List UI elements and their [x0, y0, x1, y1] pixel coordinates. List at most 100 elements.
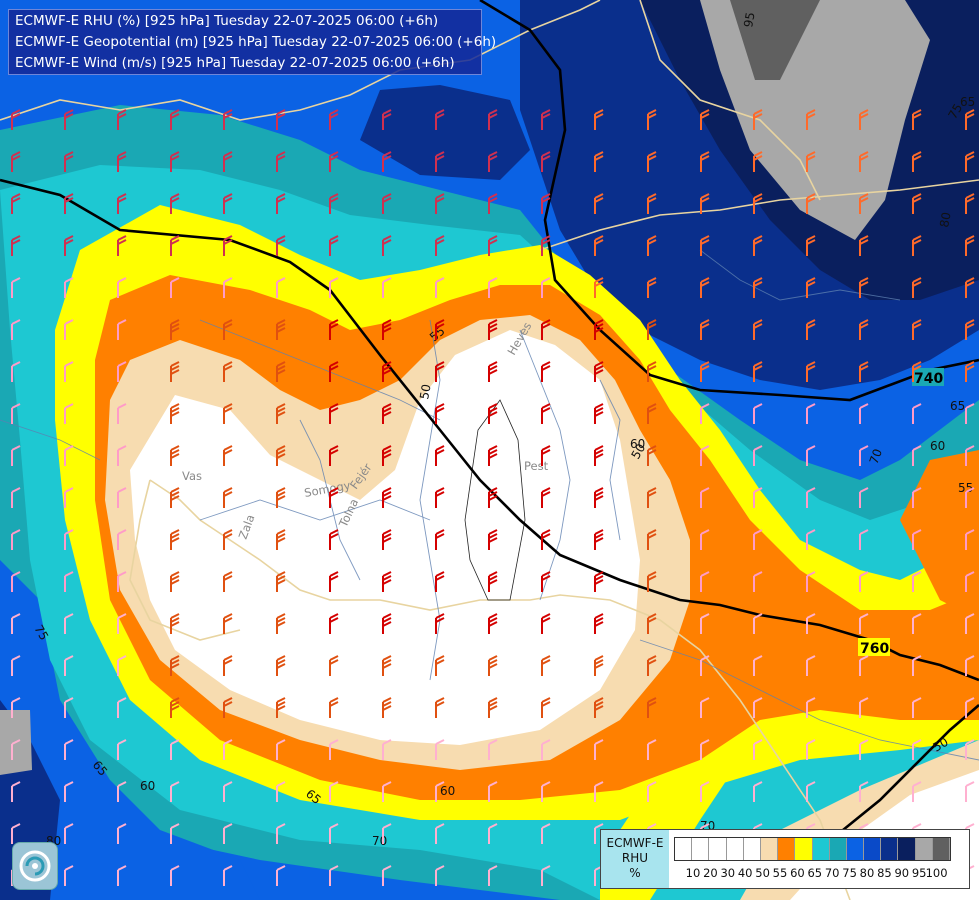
- wind-barb: [859, 361, 869, 382]
- wind-barb: [276, 781, 286, 802]
- wind-barb: [488, 277, 498, 298]
- wind-barb: [700, 487, 710, 508]
- wind-barb: [382, 823, 392, 844]
- wind-barb: [859, 781, 869, 802]
- wind-barb: [435, 865, 445, 886]
- wind-barb: [170, 235, 180, 256]
- legend-tick: 95: [911, 866, 927, 880]
- wind-barb: [117, 109, 127, 130]
- wind-barb: [700, 277, 710, 298]
- wind-barb: [435, 781, 445, 802]
- wind-barb: [223, 109, 233, 130]
- geopotential-label: 740: [914, 371, 943, 387]
- wind-barb: [965, 319, 975, 340]
- wind-barb: [64, 403, 74, 424]
- legend-swatch: [812, 838, 830, 860]
- rhu-contour-label: 65: [950, 399, 965, 413]
- wind-barb: [117, 865, 127, 886]
- wind-barb: [117, 613, 127, 634]
- wind-barb: [382, 109, 392, 130]
- wind-barb: [435, 235, 445, 256]
- wind-barb: [541, 277, 551, 298]
- wind-barb: [64, 823, 74, 844]
- wind-barb: [912, 739, 922, 760]
- legend-swatch: [829, 838, 847, 860]
- legend-model: ECMWF-E: [606, 836, 664, 850]
- wind-barb: [117, 739, 127, 760]
- wind-barb: [700, 151, 710, 172]
- wind-barb: [223, 277, 233, 298]
- legend-tick: 10: [685, 866, 701, 880]
- wind-barb: [965, 613, 975, 634]
- wind-barb: [329, 529, 339, 550]
- wind-barb: [753, 109, 763, 130]
- rhu-contour-label: 60: [440, 784, 455, 798]
- wind-barb: [912, 277, 922, 298]
- wind-barb: [594, 193, 604, 214]
- wind-barb: [700, 403, 710, 424]
- wind-barb: [488, 655, 498, 676]
- wind-barb: [859, 109, 869, 130]
- wind-barb: [647, 361, 657, 382]
- legend-tick: 50: [755, 866, 770, 880]
- wind-barb: [382, 403, 392, 424]
- legend-tick: 75: [842, 866, 857, 880]
- wind-barb: [117, 151, 127, 172]
- wind-barb: [170, 151, 180, 172]
- wind-barb: [806, 445, 816, 466]
- title-box: ECMWF-E RHU (%) [925 hPa] Tuesday 22-07-…: [8, 9, 496, 75]
- wind-barb: [488, 529, 498, 550]
- legend-swatch: [743, 838, 761, 860]
- wind-barb: [541, 571, 551, 592]
- wind-barb: [11, 445, 21, 466]
- wind-barb: [435, 655, 445, 676]
- region-borders: [0, 249, 979, 761]
- wind-barb: [753, 781, 763, 802]
- wind-barb: [170, 109, 180, 130]
- wind-barb: [859, 655, 869, 676]
- wind-barb: [541, 109, 551, 130]
- wind-barb: [912, 697, 922, 718]
- wind-barb: [276, 109, 286, 130]
- wind-barb: [488, 445, 498, 466]
- wind-barb: [223, 361, 233, 382]
- wind-barb: [753, 361, 763, 382]
- wind-barb: [170, 487, 180, 508]
- wind-barb: [753, 277, 763, 298]
- wind-barb: [488, 319, 498, 340]
- wind-barb: [382, 319, 392, 340]
- wind-barb: [594, 319, 604, 340]
- wind-barb: [64, 739, 74, 760]
- wind-barbs: [11, 109, 975, 886]
- wind-barb: [700, 529, 710, 550]
- wind-barb: [965, 655, 975, 676]
- wind-barb: [382, 277, 392, 298]
- wind-barb: [117, 403, 127, 424]
- wind-barb: [647, 697, 657, 718]
- wind-barb: [223, 235, 233, 256]
- wind-barb: [700, 109, 710, 130]
- wind-barb: [170, 655, 180, 676]
- wind-barb: [435, 697, 445, 718]
- wind-barb: [647, 151, 657, 172]
- wind-barb: [488, 613, 498, 634]
- wind-barb: [965, 193, 975, 214]
- wind-barb: [64, 571, 74, 592]
- wind-barb: [117, 655, 127, 676]
- wind-barb: [912, 403, 922, 424]
- legend-swatch: [795, 838, 813, 860]
- rhu-contour-label: 75: [31, 623, 51, 643]
- wind-barb: [435, 529, 445, 550]
- wind-barb: [647, 781, 657, 802]
- wind-barb: [11, 319, 21, 340]
- rhu-contour-label: 80: [937, 211, 953, 228]
- wind-barb: [965, 487, 975, 508]
- wind-barb: [753, 613, 763, 634]
- wind-barb: [329, 361, 339, 382]
- wind-barb: [170, 823, 180, 844]
- wind-barb: [965, 109, 975, 130]
- wind-barb: [912, 109, 922, 130]
- wind-barb: [806, 361, 816, 382]
- wind-barb: [753, 319, 763, 340]
- wind-barb: [382, 739, 392, 760]
